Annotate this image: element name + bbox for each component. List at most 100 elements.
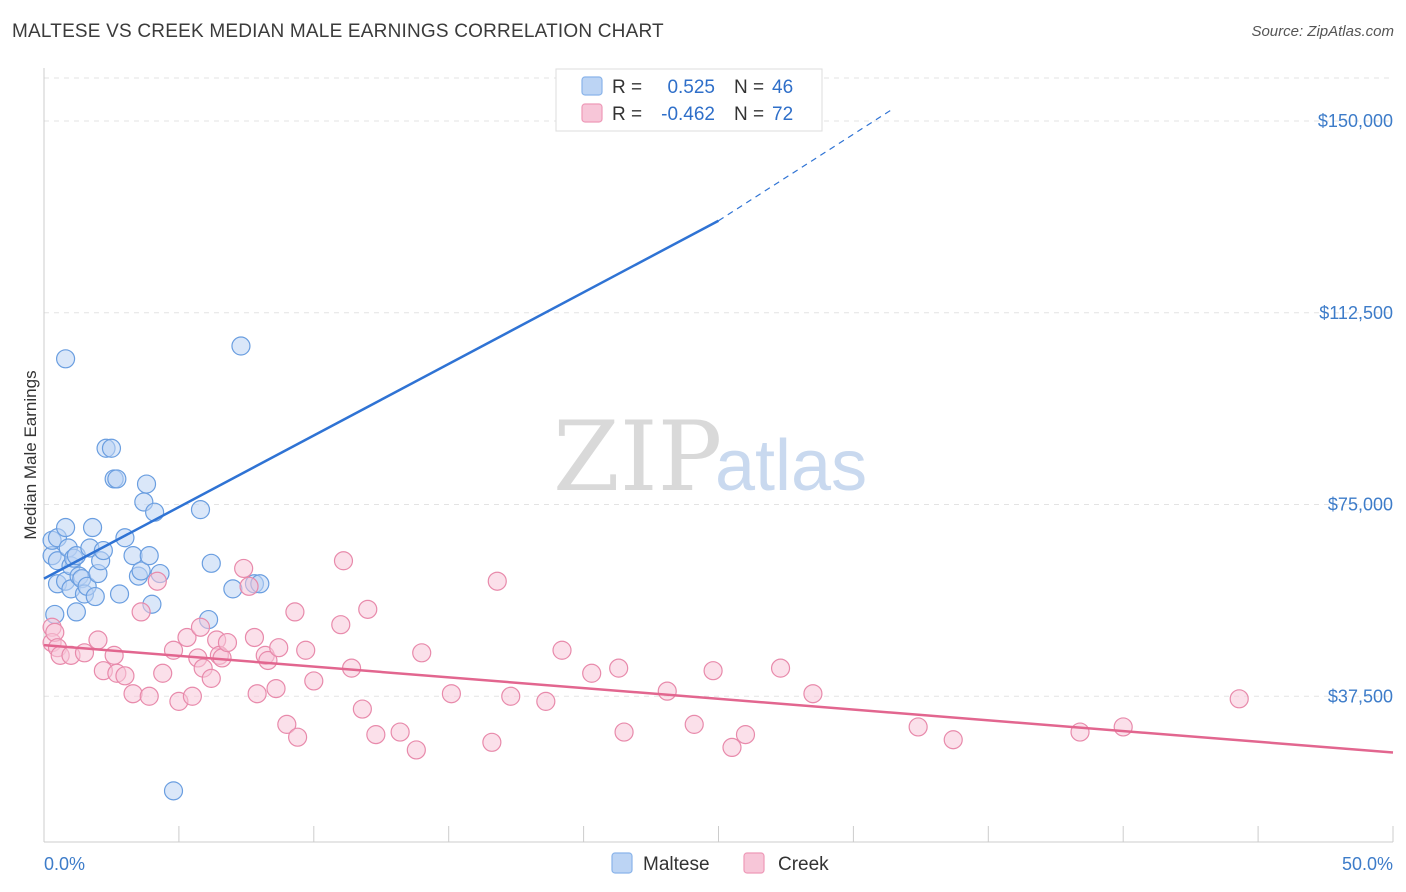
creek-point-22 — [190, 617, 211, 637]
creek-point-59 — [614, 722, 634, 742]
creek-point-41 — [304, 671, 324, 691]
creek-point-35 — [266, 678, 286, 699]
creek-point-51 — [441, 684, 461, 704]
series-legend-label-creek: Creek — [778, 854, 829, 875]
maltese-point-37 — [55, 349, 76, 369]
creek-point-36 — [269, 638, 289, 658]
creek-point-12 — [123, 684, 143, 704]
creek-point-46 — [358, 599, 378, 619]
series-legend-swatch-maltese — [611, 852, 633, 874]
zipatlas-watermark: ZIP atlas — [553, 401, 867, 513]
creek-point-53 — [487, 571, 507, 591]
creek-point-52 — [482, 732, 502, 752]
maltese-point-41 — [190, 500, 211, 520]
creek-point-70 — [1113, 717, 1133, 737]
maltese-point-33 — [136, 474, 157, 494]
legend-r-label-maltese: R = — [612, 77, 642, 98]
maltese-point-44 — [223, 579, 243, 599]
maltese-point-45 — [231, 336, 251, 356]
creek-point-60 — [657, 681, 677, 701]
creek-point-58 — [609, 658, 629, 678]
maltese-point-40 — [163, 781, 184, 801]
creek-point-48 — [390, 722, 410, 742]
creek-point-65 — [770, 658, 791, 678]
creek-point-66 — [803, 684, 823, 704]
y-tick-label-0: $37,500 — [1328, 686, 1393, 706]
creek-point-30 — [239, 576, 259, 596]
legend-swatch-creek — [581, 103, 603, 123]
creek-point-71 — [1229, 689, 1249, 709]
maltese-point-27 — [109, 584, 130, 604]
creek-point-45 — [352, 699, 372, 719]
legend-n-label-creek: N = — [734, 104, 764, 125]
y-tick-labels: $37,500 $75,000 $112,500 $150,000 — [1318, 111, 1393, 706]
creek-point-13 — [131, 602, 151, 622]
creek-point-28 — [217, 632, 238, 653]
creek-point-54 — [501, 686, 521, 706]
creek-point-11 — [115, 666, 135, 686]
creek-point-69 — [1070, 722, 1090, 742]
maltese-point-38 — [66, 602, 86, 622]
y-tick-label-2: $112,500 — [1319, 303, 1393, 323]
maltese-point-19 — [85, 586, 105, 607]
creek-point-56 — [552, 640, 572, 660]
creek-point-34 — [258, 650, 278, 671]
maltese-point-43 — [201, 553, 221, 573]
maltese-trend-extension — [718, 107, 895, 222]
trend-lines — [43, 107, 1394, 754]
maltese-point-31 — [131, 561, 151, 581]
creek-point-68 — [943, 730, 963, 750]
creek-point-63 — [722, 737, 742, 758]
creek-point-16 — [153, 663, 173, 683]
series-legend-swatch-creek — [743, 852, 765, 874]
y-tick-label-3: $150,000 — [1318, 111, 1393, 131]
watermark-zip: ZIP — [553, 401, 722, 513]
creek-point-49 — [406, 740, 426, 760]
creek-point-14 — [139, 686, 159, 706]
creek-point-55 — [536, 691, 556, 711]
legend-n-label-maltese: N = — [734, 77, 764, 98]
watermark-atlas: atlas — [715, 426, 867, 506]
creek-point-67 — [908, 717, 928, 737]
series-legend-label-maltese: Maltese — [643, 854, 710, 875]
chart-title: MALTESE VS CREEK MEDIAN MALE EARNINGS CO… — [12, 21, 664, 42]
creek-point-15 — [147, 571, 167, 591]
creek-point-61 — [684, 714, 704, 734]
x-tick-label-min: 0.0% — [44, 854, 85, 874]
legend-r-label-creek: R = — [612, 104, 642, 125]
data-points — [42, 336, 1249, 801]
legend-swatch-maltese — [581, 76, 603, 96]
maltese-point-24 — [101, 438, 122, 458]
creek-point-62 — [703, 661, 723, 681]
maltese-point-34 — [139, 546, 159, 566]
series-legend: Maltese Creek — [611, 852, 829, 875]
creek-point-57 — [582, 663, 602, 683]
creek-point-50 — [412, 643, 432, 663]
creek-point-39 — [288, 727, 308, 747]
creek-point-32 — [247, 684, 267, 704]
creek-point-20 — [182, 686, 202, 706]
maltese-point-18 — [82, 517, 103, 538]
creek-point-24 — [201, 668, 221, 688]
creek-point-6 — [74, 643, 95, 663]
maltese-point-36 — [145, 502, 165, 522]
creek-point-40 — [296, 640, 316, 660]
legend-n-value-maltese: 46 — [772, 77, 793, 98]
source-credit: Source: ZipAtlas.com — [1251, 23, 1394, 40]
x-tick-label-max: 50.0% — [1342, 854, 1393, 874]
gridlines — [44, 77, 1393, 697]
maltese-point-26 — [107, 469, 127, 489]
creek-point-31 — [244, 627, 265, 648]
creek-trend-line — [43, 643, 1394, 754]
stats-legend: R = 0.525 N = 46 R = -0.462 N = 72 — [555, 68, 823, 132]
creek-point-37 — [277, 714, 297, 734]
creek-point-38 — [285, 602, 305, 622]
legend-r-value-creek: -0.462 — [661, 104, 715, 125]
creek-point-47 — [366, 725, 386, 745]
legend-n-value-creek: 72 — [772, 104, 793, 125]
creek-point-29 — [234, 558, 254, 579]
legend-r-value-maltese: 0.525 — [667, 77, 715, 98]
axes — [43, 68, 1394, 843]
y-tick-label-1: $75,000 — [1328, 495, 1393, 515]
maltese-trend-line — [43, 219, 720, 580]
